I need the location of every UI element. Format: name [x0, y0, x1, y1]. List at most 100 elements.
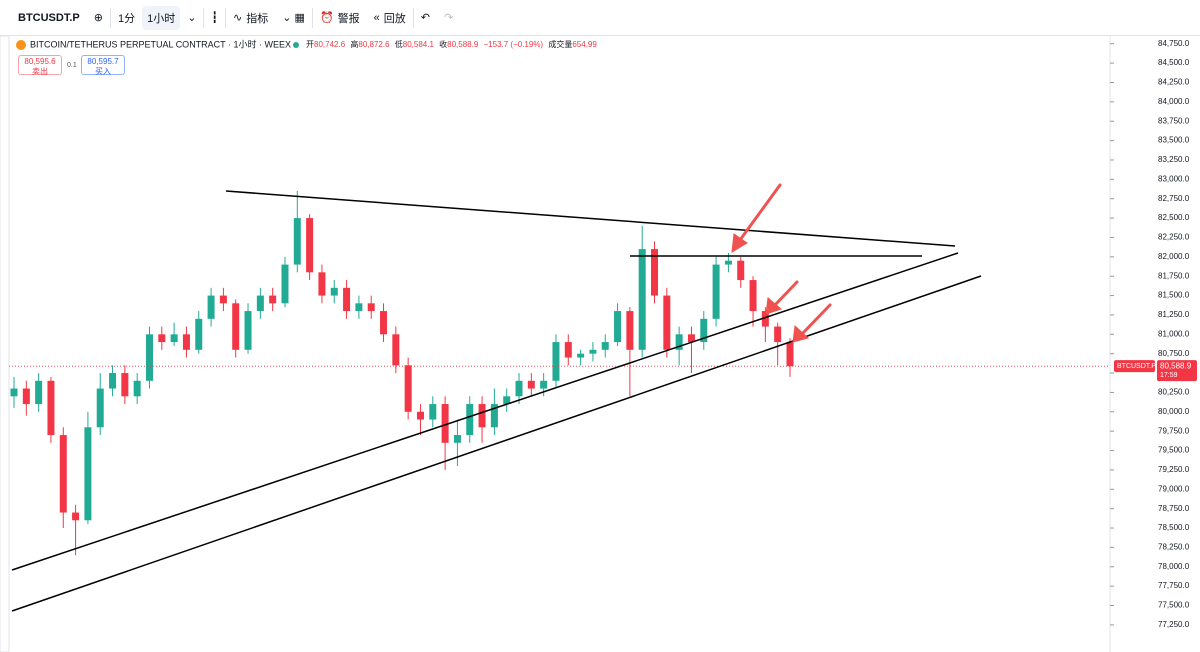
- chart-bg: [0, 36, 1200, 652]
- label: 收: [439, 39, 447, 49]
- candle-body: [306, 218, 314, 273]
- candle-body: [453, 435, 461, 443]
- y-tick-label: 84,250.0: [1158, 78, 1190, 87]
- y-tick-label: 84,750.0: [1158, 39, 1190, 48]
- sell-button[interactable]: 80,595.6 卖出: [18, 55, 62, 76]
- separator: [311, 7, 313, 28]
- value: 80,742.6: [314, 40, 346, 49]
- y-tick-label: 83,750.0: [1158, 116, 1190, 125]
- indicators-label: 指标: [246, 12, 269, 25]
- interval-button[interactable]: 1分: [117, 12, 136, 25]
- candle-body: [564, 342, 572, 358]
- ohlc-legend: 开80,742.6 高80,872.6 低80,584.1 收80,588.9 …: [306, 39, 597, 49]
- candle-body: [10, 388, 18, 397]
- compare-button[interactable]: ⊕: [93, 12, 103, 24]
- y-tick-label: 78,250.0: [1158, 543, 1190, 552]
- candle-body: [466, 404, 474, 436]
- buy-button[interactable]: 80,595.7 买入: [81, 55, 125, 76]
- candle-body: [687, 334, 695, 343]
- candle-body: [700, 318, 708, 343]
- replay-label: 回放: [383, 12, 406, 25]
- y-tick-label: 81,750.0: [1158, 271, 1190, 280]
- y-tick-label: 81,000.0: [1158, 329, 1190, 338]
- y-tick-label: 81,250.0: [1158, 310, 1190, 319]
- candle-body: [22, 388, 30, 405]
- price-tag: [1157, 360, 1197, 382]
- replay-button[interactable]: «回放: [367, 0, 413, 36]
- candle-body: [109, 373, 117, 389]
- symbol-button[interactable]: BTCUSDT.P: [18, 11, 80, 24]
- candle-body: [589, 349, 597, 354]
- chart-type-button[interactable]: ┇: [211, 12, 219, 24]
- symbol-title: BITCOIN/TETHERUS PERPETUAL CONTRACT · 1小…: [30, 38, 291, 49]
- candle-body: [367, 303, 375, 312]
- candle-body: [47, 380, 55, 436]
- candle-body: [404, 365, 412, 412]
- candle-body: [269, 295, 277, 304]
- arrow-head: [792, 324, 810, 343]
- candle-body: [256, 295, 264, 312]
- y-tick-label: 80,250.0: [1158, 388, 1190, 397]
- candle-body: [786, 342, 794, 367]
- candle-body: [651, 249, 659, 296]
- label: 开: [306, 40, 314, 49]
- y-tick-label: 77,500.0: [1158, 601, 1190, 610]
- sell-label: 卖出: [32, 67, 48, 76]
- candle-body: [515, 380, 523, 397]
- icon: ∿: [233, 12, 243, 24]
- price-tag-label: 80,588.9: [1160, 361, 1192, 370]
- buy-label: 买入: [95, 67, 111, 76]
- redo-button[interactable]: ↷: [443, 12, 454, 24]
- candle-body: [343, 287, 351, 312]
- buy-price: 80,595.7: [87, 57, 119, 66]
- toolbar: BTCUSDT.P ⊕ 1分 1小时 ⌄ ┇ ∿ 指标 ⌄ ▦ ⏰ 警报 «回放 ↶…: [0, 0, 1200, 36]
- y-tick-label: 78,000.0: [1158, 562, 1190, 571]
- y-tick-label: 80,750.0: [1158, 349, 1190, 358]
- alerts-label: 警报: [337, 12, 360, 25]
- candle-body: [293, 218, 301, 265]
- separator: [203, 7, 205, 28]
- label: 低: [395, 39, 403, 49]
- candle-body: [59, 435, 67, 513]
- candle-body: [774, 326, 782, 343]
- value: 80,588.9: [447, 40, 479, 49]
- y-tick-label: 83,250.0: [1158, 155, 1190, 164]
- candle-body: [749, 280, 757, 312]
- candle-body: [638, 249, 646, 350]
- candle-body: [84, 427, 92, 521]
- candle-body: [380, 311, 388, 335]
- sell-price: 80,595.6: [24, 57, 56, 66]
- candle-body: [503, 396, 511, 405]
- candle-body: [330, 287, 338, 296]
- candle-body: [577, 353, 585, 358]
- candle-body: [441, 404, 449, 443]
- y-tick-label: 82,000.0: [1158, 252, 1190, 261]
- candle-body: [145, 334, 153, 381]
- candle-body: [133, 380, 141, 397]
- drawings: [11, 190, 982, 612]
- arrow: [800, 303, 832, 336]
- candle-body: [540, 380, 548, 389]
- undo-button[interactable]: ↶: [420, 12, 430, 24]
- candle-body: [170, 334, 178, 343]
- interval-menu[interactable]: ⌄: [187, 12, 197, 24]
- icon: «: [373, 11, 380, 24]
- indicators-button[interactable]: ∿ 指标: [226, 0, 275, 36]
- label: 成交量: [548, 39, 572, 49]
- y-tick-label: 83,500.0: [1158, 136, 1190, 145]
- interval-button[interactable]: 1小时: [142, 5, 181, 30]
- spread: 0.1: [67, 62, 77, 69]
- y-tick-label: 79,250.0: [1158, 465, 1190, 474]
- arrow-head: [731, 233, 748, 253]
- candle-body: [158, 334, 166, 343]
- y-tick-label: 78,500.0: [1158, 523, 1190, 532]
- candle-body: [232, 303, 240, 350]
- y-tick-label: 82,750.0: [1158, 194, 1190, 203]
- layouts-button[interactable]: ⌄ ▦: [282, 12, 305, 24]
- candle-body: [35, 380, 43, 405]
- alerts-button[interactable]: ⏰ 警报: [313, 0, 367, 36]
- y-tick-label: 84,500.0: [1158, 58, 1190, 67]
- y-tick-label: 80,000.0: [1158, 407, 1190, 416]
- candle-body: [478, 404, 486, 428]
